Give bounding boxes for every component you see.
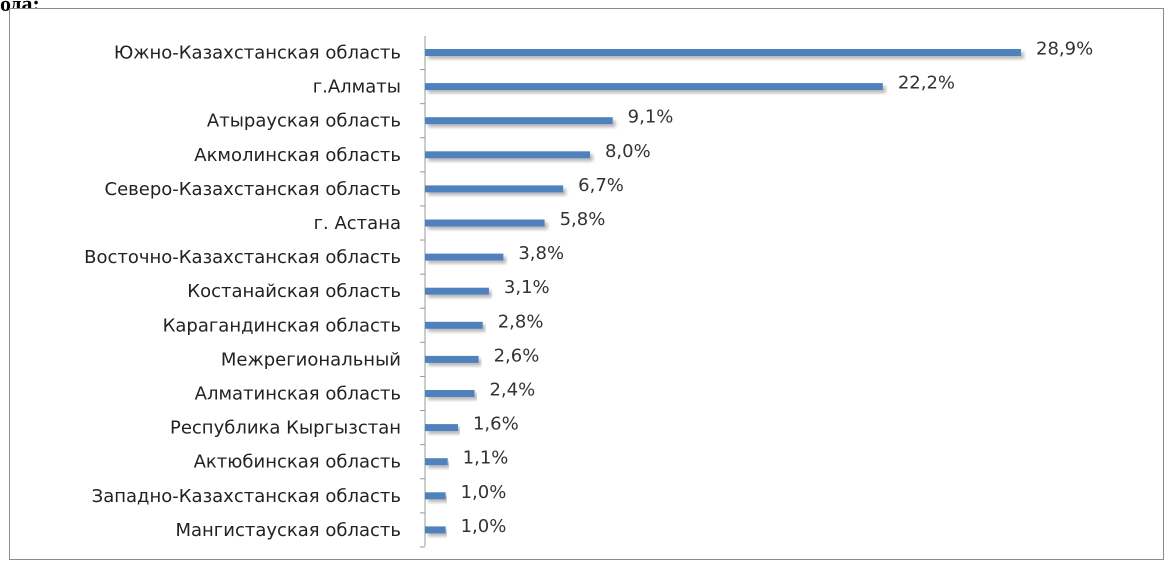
bar-14 xyxy=(425,492,446,500)
category-label: г. Астана xyxy=(314,213,401,234)
bar-15 xyxy=(425,526,446,534)
value-label: 9,1% xyxy=(628,107,674,128)
value-label: 3,1% xyxy=(504,277,550,298)
bar-5 xyxy=(425,185,564,193)
bar-13 xyxy=(425,458,448,466)
value-label: 8,0% xyxy=(605,141,651,162)
bar-10 xyxy=(425,355,479,363)
bar-2 xyxy=(425,83,883,91)
category-label: Межрегиональный xyxy=(221,349,401,370)
value-label: 3,8% xyxy=(518,243,564,264)
value-label: 22,2% xyxy=(898,73,955,94)
category-label: Республика Кыргызстан xyxy=(170,418,401,439)
bar-7 xyxy=(425,253,504,261)
category-label: Мангистауская область xyxy=(175,520,401,541)
value-label: 28,9% xyxy=(1036,39,1093,60)
category-label: Южно-Казахстанская область xyxy=(114,43,401,64)
bar-6 xyxy=(425,219,545,227)
value-label: 1,1% xyxy=(463,448,509,469)
category-label: Алматинская область xyxy=(195,384,401,405)
value-label: 1,6% xyxy=(473,414,519,435)
bar-8 xyxy=(425,287,489,295)
value-label: 2,6% xyxy=(494,345,540,366)
bar-4 xyxy=(425,151,590,159)
bar-3 xyxy=(425,117,613,125)
category-label: Западно-Казахстанская область xyxy=(92,486,401,507)
category-label: Восточно-Казахстанская область xyxy=(84,247,401,268)
value-label: 5,8% xyxy=(560,209,606,230)
value-label: 1,0% xyxy=(461,516,507,537)
category-label: Карагандинская область xyxy=(163,315,401,336)
value-label: 2,8% xyxy=(498,311,544,332)
category-label: Северо-Казахстанская область xyxy=(105,179,402,200)
value-label: 1,0% xyxy=(461,482,507,503)
bar-12 xyxy=(425,424,458,432)
bar-1 xyxy=(425,49,1021,56)
value-label: 6,7% xyxy=(578,175,624,196)
bar-11 xyxy=(425,390,475,397)
category-label: Костанайская область xyxy=(187,281,401,302)
value-label: 2,4% xyxy=(489,380,535,401)
category-label: Атырауская область xyxy=(207,111,401,132)
category-label: Актюбинская область xyxy=(194,452,401,473)
category-label: г.Алматы xyxy=(313,77,401,98)
chart-frame xyxy=(9,8,1164,560)
category-label: Акмолинская область xyxy=(194,145,401,166)
bar-9 xyxy=(425,321,483,329)
